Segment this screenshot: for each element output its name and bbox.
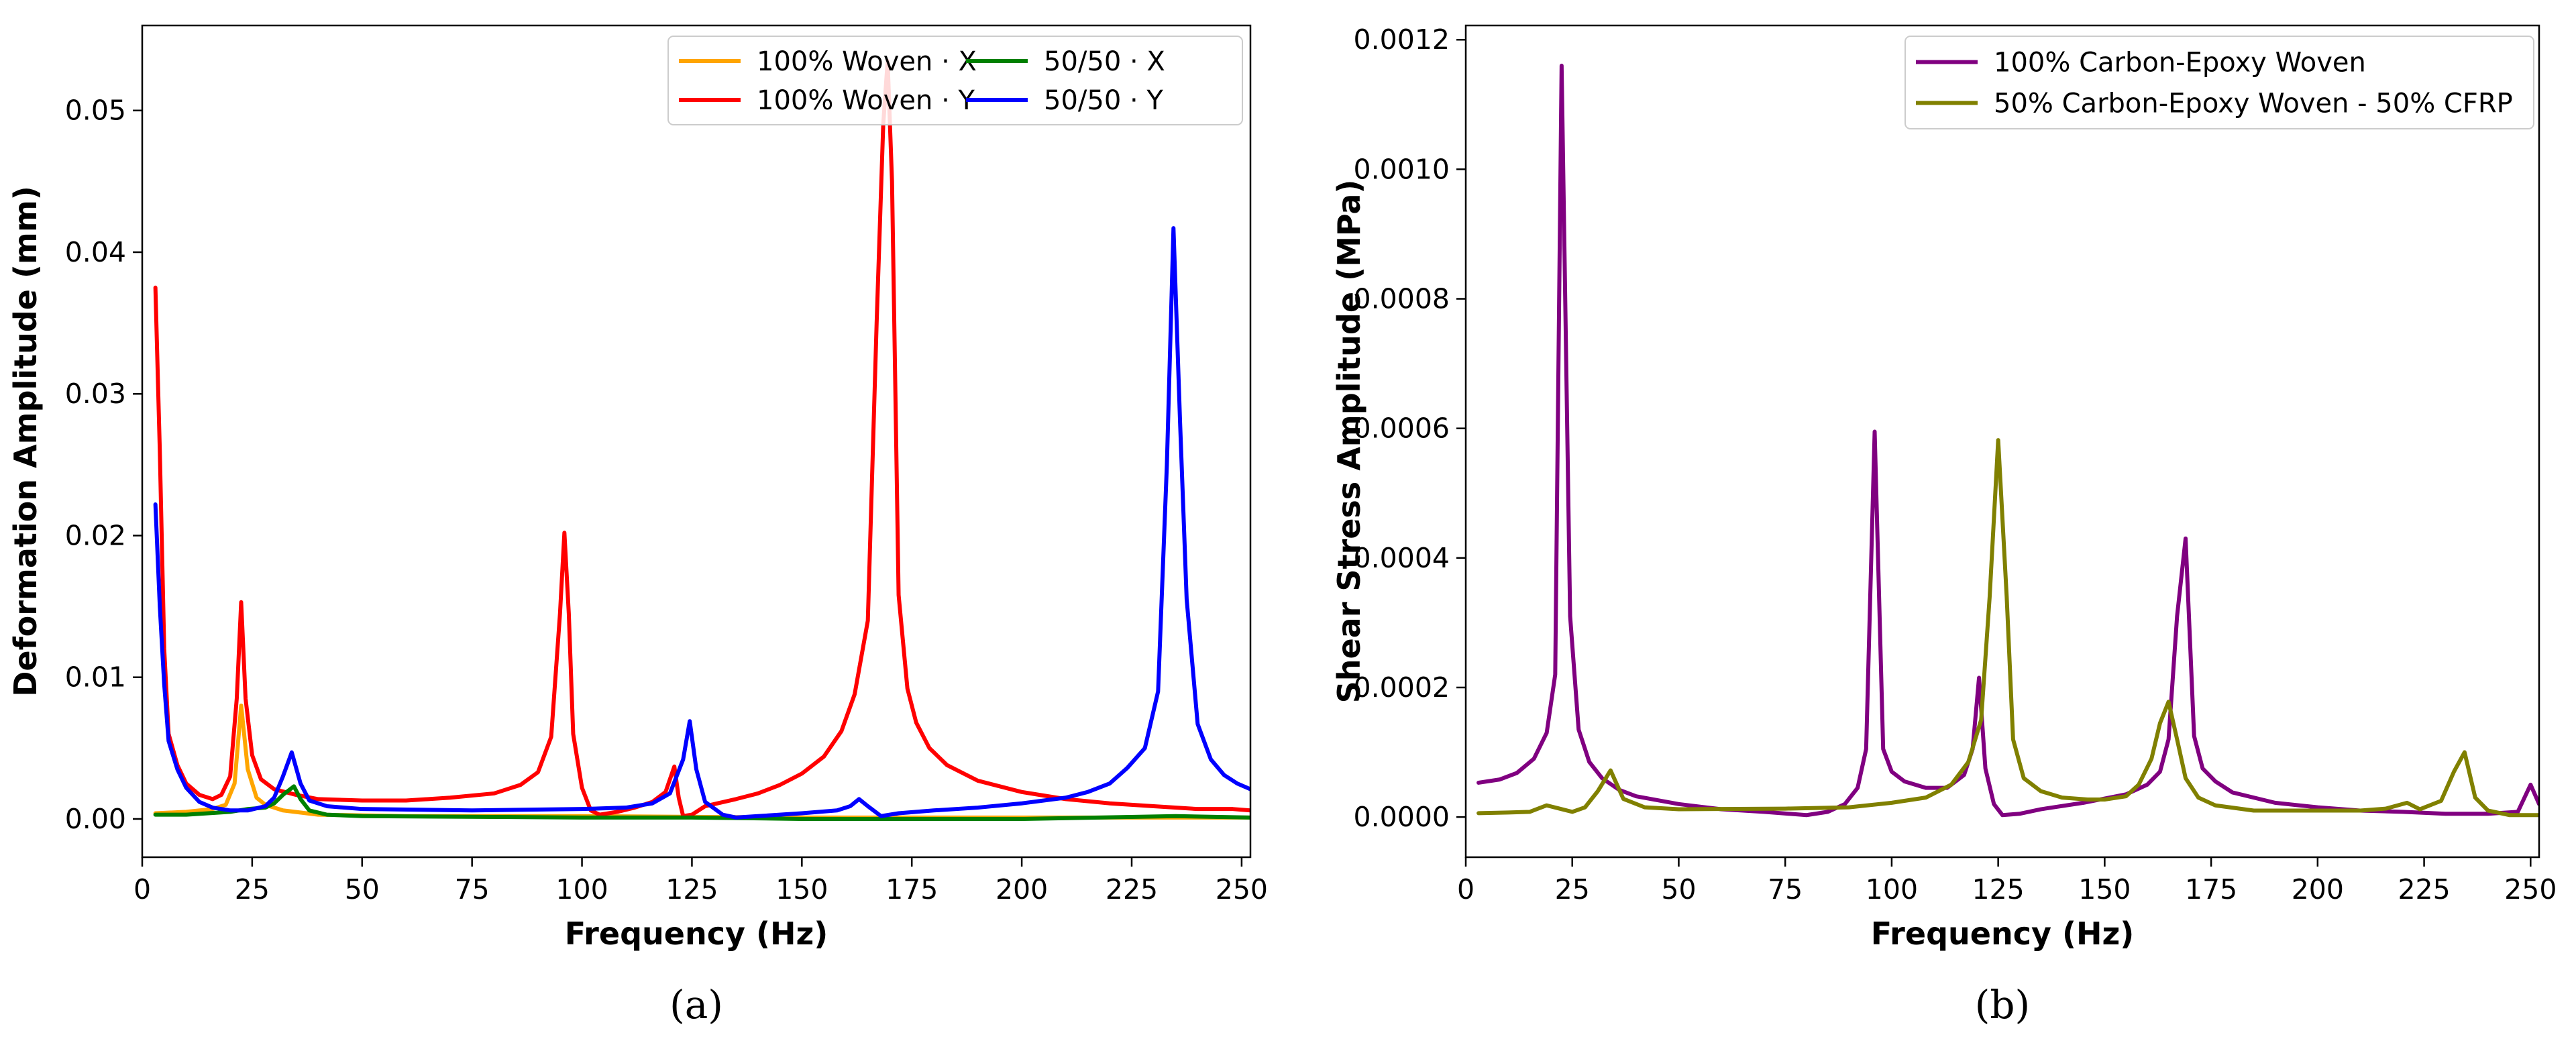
series-line-1 [1477, 63, 2539, 818]
y-tick-label: 0.0008 [1354, 283, 1450, 315]
x-tick-label: 225 [1106, 873, 1158, 905]
x-tick-label: 75 [1768, 873, 1803, 905]
series-line-4 [153, 226, 1250, 820]
y-tick-label: 0.0010 [1354, 153, 1450, 185]
x-tick-label: 50 [345, 873, 380, 905]
x-tick-label: 175 [2185, 873, 2237, 905]
x-tick-label: 250 [2504, 873, 2557, 905]
panel-label: (b) [1975, 982, 2030, 1028]
legend-label-1: 100% Carbon-Epoxy Woven [1994, 48, 2366, 78]
legend-label-4: 50/50 · Y [1044, 85, 1163, 116]
legend-box [667, 36, 1243, 125]
legend-label-2: 50% Carbon-Epoxy Woven - 50% CFRP [1994, 89, 2513, 119]
x-tick-label: 25 [235, 873, 270, 905]
y-tick-label: 0.04 [65, 236, 126, 268]
y-tick-label: 0.0000 [1354, 801, 1450, 833]
x-tick-label: 25 [1555, 873, 1590, 905]
x-tick-label: 150 [775, 873, 828, 905]
panel-a: 0 25 50 75 100 125 150 175 200 225 250 0.00 0.01 0.02… [7, 24, 1268, 1028]
panel-label: (a) [669, 982, 723, 1028]
x-tick-label: 75 [455, 873, 490, 905]
y-axis-label: Deformation Amplitude (mm) [7, 186, 44, 697]
y-tick-label: 0.03 [65, 378, 126, 410]
x-tick-label: 125 [665, 873, 718, 905]
legend-label-3: 50/50 · X [1044, 46, 1165, 77]
x-tick-label: 50 [1661, 873, 1696, 905]
legend: 100% Woven · X 100% Woven · Y 50/50 · X 50/… [667, 36, 1243, 125]
x-tick-label: 0 [1457, 873, 1474, 905]
x-tick-label: 200 [2292, 873, 2344, 905]
series-line-2 [153, 58, 1250, 818]
y-tick-label: 0.0006 [1354, 412, 1450, 445]
series-line-2 [1477, 438, 2539, 818]
x-tick-label: 0 [133, 873, 151, 905]
x-tick-label: 100 [555, 873, 608, 905]
y-tick-label: 0.0012 [1354, 23, 1450, 56]
x-axis-label: Frequency (Hz) [1871, 916, 2135, 952]
y-tick-label: 0.05 [65, 95, 126, 127]
y-tick-label: 0.0002 [1354, 671, 1450, 704]
legend-label-2: 100% Woven · Y [757, 85, 975, 116]
plot-frame [141, 24, 1252, 859]
x-tick-label: 250 [1216, 873, 1268, 905]
x-tick-label: 150 [2078, 873, 2131, 905]
plot-frame [1464, 24, 2540, 859]
legend: 100% Carbon-Epoxy Woven 50% Carbon-Epoxy … [1904, 36, 2534, 129]
x-tick-label: 200 [996, 873, 1048, 905]
x-axis-label: Frequency (Hz) [565, 916, 828, 952]
y-tick-label: 0.02 [65, 519, 126, 551]
x-tick-label: 125 [1972, 873, 2025, 905]
x-tick-label: 100 [1866, 873, 1918, 905]
y-tick-label: 0.01 [65, 661, 126, 694]
y-tick-label: 0.0004 [1354, 542, 1450, 574]
x-tick-label: 175 [885, 873, 938, 905]
legend-box [1904, 36, 2534, 129]
legend-label-1: 100% Woven · X [757, 46, 977, 77]
y-tick-label: 0.00 [65, 803, 126, 835]
x-tick-label: 225 [2398, 873, 2450, 905]
panel-b: 0 25 50 75 100 125 150 175 200 225 250 0.0000 0.0002… [1331, 23, 2557, 1028]
y-axis-label: Shear Stress Amplitude (MPa) [1331, 180, 1367, 704]
